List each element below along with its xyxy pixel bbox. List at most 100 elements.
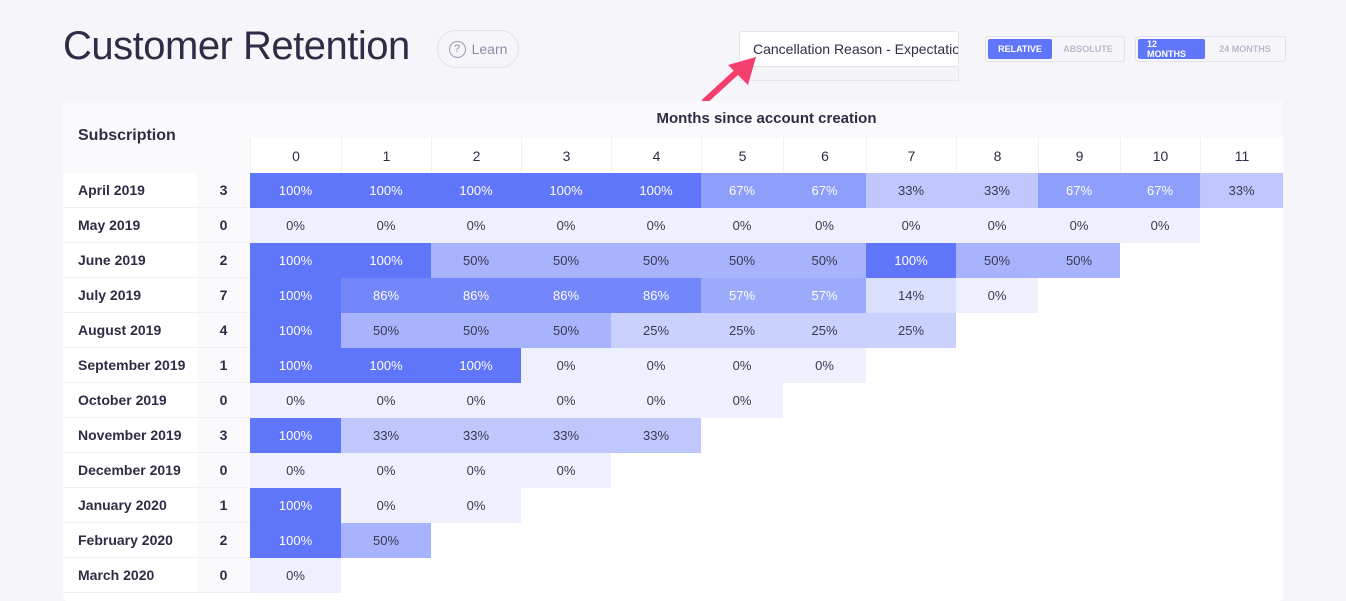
retention-cell: 0% — [611, 383, 701, 418]
retention-cell: 33% — [956, 173, 1038, 208]
month-column-header: 8 — [956, 138, 1038, 173]
retention-table: Subscription Months since account creati… — [63, 101, 1283, 601]
retention-cell: 67% — [701, 173, 783, 208]
retention-cell: 0% — [431, 208, 521, 243]
month-column-header: 0 — [250, 138, 341, 173]
retention-cell: 50% — [431, 313, 521, 348]
cohort-label: October 2019 — [63, 383, 197, 418]
retention-cell: 25% — [611, 313, 701, 348]
retention-cell: 100% — [521, 173, 611, 208]
retention-cell: 25% — [866, 313, 956, 348]
cohort-label: January 2020 — [63, 488, 197, 523]
retention-cell: 67% — [783, 173, 866, 208]
cohort-count: 0 — [197, 208, 250, 243]
retention-cell: 0% — [341, 383, 431, 418]
retention-cell: 100% — [611, 173, 701, 208]
mode-toggle: RELATIVE ABSOLUTE — [985, 36, 1125, 62]
retention-cell: 0% — [611, 348, 701, 383]
cohort-label: February 2020 — [63, 523, 197, 558]
cohort-count: 3 — [197, 418, 250, 453]
relative-button[interactable]: RELATIVE — [988, 39, 1052, 59]
retention-cell: 0% — [341, 453, 431, 488]
retention-cell: 50% — [521, 313, 611, 348]
retention-cell: 100% — [250, 278, 341, 313]
retention-cell: 100% — [431, 348, 521, 383]
12-months-button[interactable]: 12 MONTHS — [1138, 39, 1205, 59]
month-column-header: 4 — [611, 138, 701, 173]
retention-cell: 0% — [783, 208, 866, 243]
retention-cell: 0% — [250, 208, 341, 243]
retention-cell: 0% — [521, 348, 611, 383]
retention-cell: 86% — [431, 278, 521, 313]
retention-cell: 0% — [611, 208, 701, 243]
retention-cell: 0% — [701, 383, 783, 418]
retention-cell: 100% — [341, 243, 431, 278]
select-dropdown-edge — [739, 67, 959, 81]
learn-label: Learn — [471, 41, 508, 57]
month-column-header: 3 — [521, 138, 611, 173]
retention-cell: 86% — [611, 278, 701, 313]
retention-cell: 50% — [611, 243, 701, 278]
retention-cell: 100% — [341, 173, 431, 208]
subscription-header: Subscription — [63, 101, 250, 173]
retention-cell: 50% — [1038, 243, 1120, 278]
retention-cell: 50% — [521, 243, 611, 278]
retention-cell: 67% — [1120, 173, 1200, 208]
month-column-header: 5 — [701, 138, 783, 173]
retention-cell: 100% — [250, 418, 341, 453]
month-column-header: 6 — [783, 138, 866, 173]
retention-cell: 0% — [521, 383, 611, 418]
retention-cell: 0% — [701, 208, 783, 243]
retention-cell: 33% — [341, 418, 431, 453]
learn-button[interactable]: ? Learn — [437, 30, 519, 68]
absolute-button[interactable]: ABSOLUTE — [1063, 44, 1113, 54]
retention-cell: 86% — [521, 278, 611, 313]
cohort-label: August 2019 — [63, 313, 197, 348]
retention-cell: 100% — [250, 173, 341, 208]
month-column-header: 10 — [1120, 138, 1200, 173]
month-column-header: 9 — [1038, 138, 1120, 173]
help-circle-icon: ? — [448, 40, 466, 58]
month-column-header: 7 — [866, 138, 956, 173]
retention-cell: 0% — [956, 208, 1038, 243]
retention-cell: 33% — [1200, 173, 1283, 208]
retention-cell: 0% — [250, 558, 341, 593]
cohort-label: July 2019 — [63, 278, 197, 313]
month-column-header: 1 — [341, 138, 431, 173]
page-title: Customer Retention — [63, 24, 410, 68]
cohort-count: 2 — [197, 243, 250, 278]
retention-cell: 0% — [956, 278, 1038, 313]
month-column-header: 11 — [1200, 138, 1283, 173]
cohort-count: 2 — [197, 523, 250, 558]
cohort-count: 3 — [197, 173, 250, 208]
retention-cell: 0% — [341, 488, 431, 523]
retention-cell: 100% — [866, 243, 956, 278]
retention-cell: 50% — [783, 243, 866, 278]
retention-cell: 100% — [250, 313, 341, 348]
pointer-arrow-icon — [702, 57, 756, 104]
retention-cell: 33% — [866, 173, 956, 208]
retention-cell: 33% — [611, 418, 701, 453]
cohort-count: 1 — [197, 488, 250, 523]
retention-cell: 0% — [521, 453, 611, 488]
cohort-label: March 2020 — [63, 558, 197, 593]
retention-cell: 0% — [431, 488, 521, 523]
months-header: Months since account creation — [250, 101, 1283, 138]
24-months-button[interactable]: 24 MONTHS — [1219, 44, 1271, 54]
cohort-count: 7 — [197, 278, 250, 313]
cohort-label: December 2019 — [63, 453, 197, 488]
retention-cell: 50% — [431, 243, 521, 278]
retention-cell: 0% — [250, 383, 341, 418]
retention-cell: 100% — [250, 523, 341, 558]
retention-cell: 50% — [701, 243, 783, 278]
retention-cell: 0% — [701, 348, 783, 383]
range-toggle: 12 MONTHS 24 MONTHS — [1135, 36, 1286, 62]
cohort-count: 0 — [197, 453, 250, 488]
cancellation-reason-select[interactable]: Cancellation Reason - Expectations — [739, 31, 959, 67]
retention-cell: 100% — [431, 173, 521, 208]
retention-cell: 33% — [431, 418, 521, 453]
retention-cell: 100% — [250, 348, 341, 383]
retention-cell: 57% — [701, 278, 783, 313]
cohort-label: September 2019 — [63, 348, 197, 383]
retention-cell: 0% — [1120, 208, 1200, 243]
